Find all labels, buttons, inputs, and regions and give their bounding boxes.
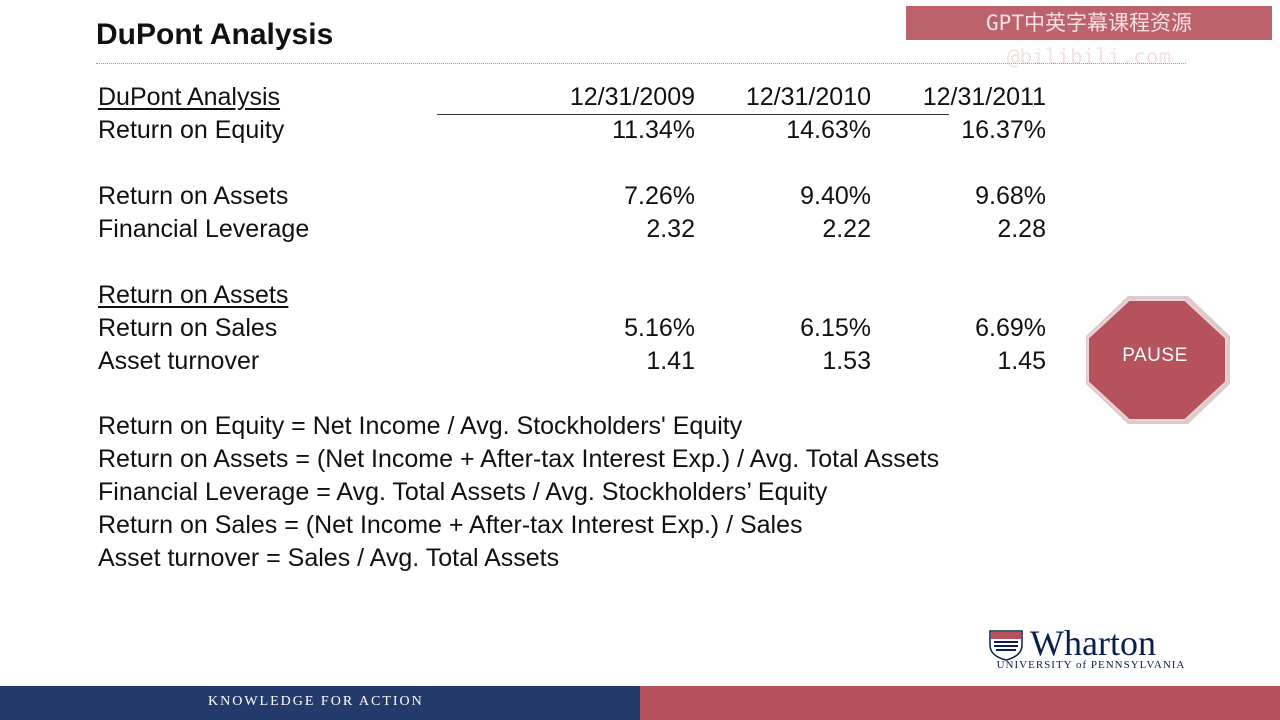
row-value: 1.45: [997, 347, 1046, 375]
row-value: 9.68%: [975, 182, 1046, 210]
formula-ros: Return on Sales = (Net Income + After-ta…: [98, 511, 803, 539]
row-value: 6.69%: [975, 314, 1046, 342]
footer-tagline: KNOWLEDGE FOR ACTION: [208, 694, 424, 709]
row-value: 2.22: [822, 215, 871, 243]
column-header-2010: 12/31/2010: [745, 83, 871, 111]
wharton-subtitle: UNIVERSITY of PENNSYLVANIA: [996, 659, 1186, 671]
pause-label[interactable]: PAUSE: [1122, 345, 1188, 366]
row-value: 1.53: [822, 347, 871, 375]
column-header-underline: [437, 114, 949, 115]
formula-list: Return on Equity = Net Income / Avg. Sto…: [98, 410, 939, 575]
row-value: 1.41: [646, 347, 695, 375]
stop-sign-icon: [1086, 296, 1230, 424]
footer-bar-right: [640, 686, 1280, 720]
row-label: Return on Assets: [98, 281, 289, 309]
row-value: 16.37%: [961, 116, 1046, 144]
row-value: 7.26%: [624, 182, 695, 210]
row-label: Return on Assets: [98, 182, 289, 210]
row-value: 6.15%: [800, 314, 871, 342]
pause-button[interactable]: [1082, 292, 1234, 428]
formula-leverage: Financial Leverage = Avg. Total Assets /…: [98, 478, 828, 506]
watermark-banner: GPT中英字幕课程资源@bilibili.com: [906, 6, 1272, 69]
row-label: Return on Sales: [98, 314, 278, 342]
slide-title: DuPont Analysis: [96, 18, 334, 51]
row-value: 5.16%: [624, 314, 695, 342]
footer-bar-left: [0, 686, 640, 720]
title-divider: [96, 63, 1186, 64]
formula-roa: Return on Assets = (Net Income + After-t…: [98, 445, 940, 473]
row-value: 2.28: [997, 215, 1046, 243]
row-label: Return on Equity: [98, 116, 285, 144]
row-value: 9.40%: [800, 182, 871, 210]
penn-shield-icon: [989, 630, 1023, 661]
wharton-wordmark: Wharton: [1030, 623, 1156, 663]
table-header-label: DuPont Analysis: [98, 83, 281, 111]
row-label: Financial Leverage: [98, 215, 310, 243]
column-header-2011: 12/31/2011: [922, 83, 1046, 111]
column-header-2009: 12/31/2009: [569, 83, 695, 111]
formula-turnover: Asset turnover = Sales / Avg. Total Asse…: [98, 544, 560, 572]
row-value: 2.32: [646, 215, 695, 243]
row-value: 11.34%: [612, 116, 695, 144]
row-value: 14.63%: [786, 116, 871, 144]
formula-roe: Return on Equity = Net Income / Avg. Sto…: [98, 412, 743, 440]
row-label: Asset turnover: [98, 347, 260, 375]
